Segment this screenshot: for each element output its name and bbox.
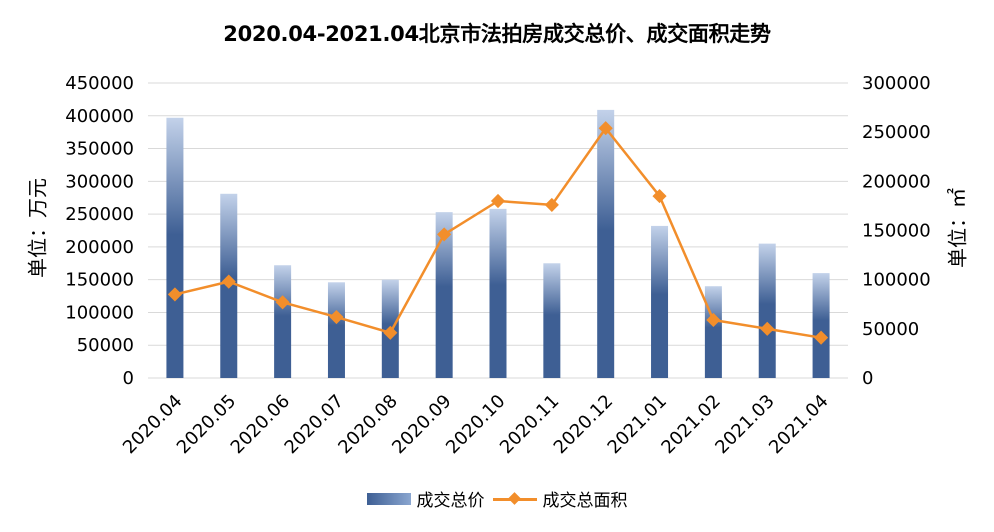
chart-title: 2020.04-2021.04北京市法拍房成交总价、成交面积走势	[223, 22, 771, 46]
legend-label-total-area: 成交总面积	[542, 491, 628, 511]
bar	[704, 286, 722, 378]
line-point	[598, 121, 613, 136]
legend: 成交总价 成交总面积	[0, 486, 994, 511]
y-tick-right-label: 150000	[862, 221, 931, 242]
line-point	[544, 197, 559, 213]
y-tick-left-label: 400000	[65, 106, 134, 127]
line-point	[437, 227, 452, 242]
legend-item-total-price: 成交总价	[366, 486, 485, 511]
bar	[435, 212, 453, 378]
line-point	[760, 321, 775, 336]
line-point	[275, 295, 290, 310]
y-tick-left-label: 200000	[65, 237, 134, 258]
legend-item-total-area: 成交总面积	[492, 486, 628, 511]
y-tick-left-label: 300000	[65, 171, 134, 192]
y-tick-right-label: 300000	[862, 73, 931, 94]
y-tick-right-label: 200000	[862, 171, 931, 192]
bar	[651, 225, 669, 378]
y-tick-left-label: 350000	[65, 139, 134, 160]
bar	[812, 273, 830, 378]
line-point	[383, 325, 398, 340]
bar-series	[166, 109, 830, 378]
legend-line-swatch	[492, 493, 537, 505]
legend-label-total-price: 成交总价	[416, 491, 485, 511]
bar	[597, 109, 615, 378]
line-point	[329, 309, 344, 325]
y-tick-left-label: 0	[123, 368, 134, 389]
line-point	[652, 189, 667, 204]
y-tick-left-label: 50000	[77, 335, 134, 356]
y-tick-right-label: 50000	[862, 319, 919, 340]
bar	[274, 265, 292, 378]
bar	[758, 243, 776, 378]
line-point	[221, 274, 236, 289]
y-tick-left-label: 150000	[65, 270, 134, 291]
line-point	[814, 330, 829, 345]
y-tick-left-label: 100000	[65, 302, 134, 323]
line-point	[490, 193, 506, 209]
bar	[489, 208, 507, 378]
line-point	[167, 287, 182, 302]
y-tick-right-label: 250000	[862, 122, 931, 143]
legend-bar-swatch	[366, 492, 411, 505]
y-tick-right-label: 100000	[862, 270, 931, 291]
bar	[543, 263, 561, 378]
bar	[327, 282, 345, 378]
y-tick-right-label: 0	[862, 368, 873, 389]
line-series	[167, 121, 829, 345]
line-point	[706, 312, 721, 328]
x-tick-label: 2021.04	[765, 391, 832, 458]
y-tick-left-label: 250000	[65, 204, 134, 225]
y-tick-left-label: 450000	[65, 73, 134, 94]
bar	[166, 117, 184, 378]
